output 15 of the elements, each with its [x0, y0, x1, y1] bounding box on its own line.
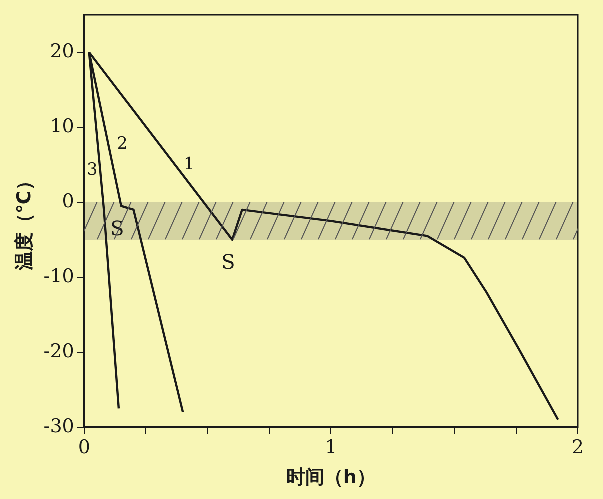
x-tick-label: 2	[572, 436, 584, 459]
annotation: S	[222, 250, 236, 274]
series-label: 1	[184, 154, 195, 174]
y-tick-label: -10	[44, 265, 74, 288]
y-tick-label: -30	[44, 415, 74, 438]
series-label: 2	[117, 134, 128, 154]
y-tick-label: -20	[44, 340, 74, 362]
y-tick-label: 10	[50, 115, 74, 138]
y-axis-title: 温度（℃）	[13, 172, 36, 272]
y-tick-label: 20	[50, 40, 74, 62]
series-label: 3	[87, 160, 98, 180]
x-tick-label: 0	[78, 436, 90, 459]
x-axis-title: 时间（h）	[286, 466, 376, 489]
y-tick-label: 0	[62, 190, 74, 212]
x-tick-label: 1	[325, 436, 338, 459]
